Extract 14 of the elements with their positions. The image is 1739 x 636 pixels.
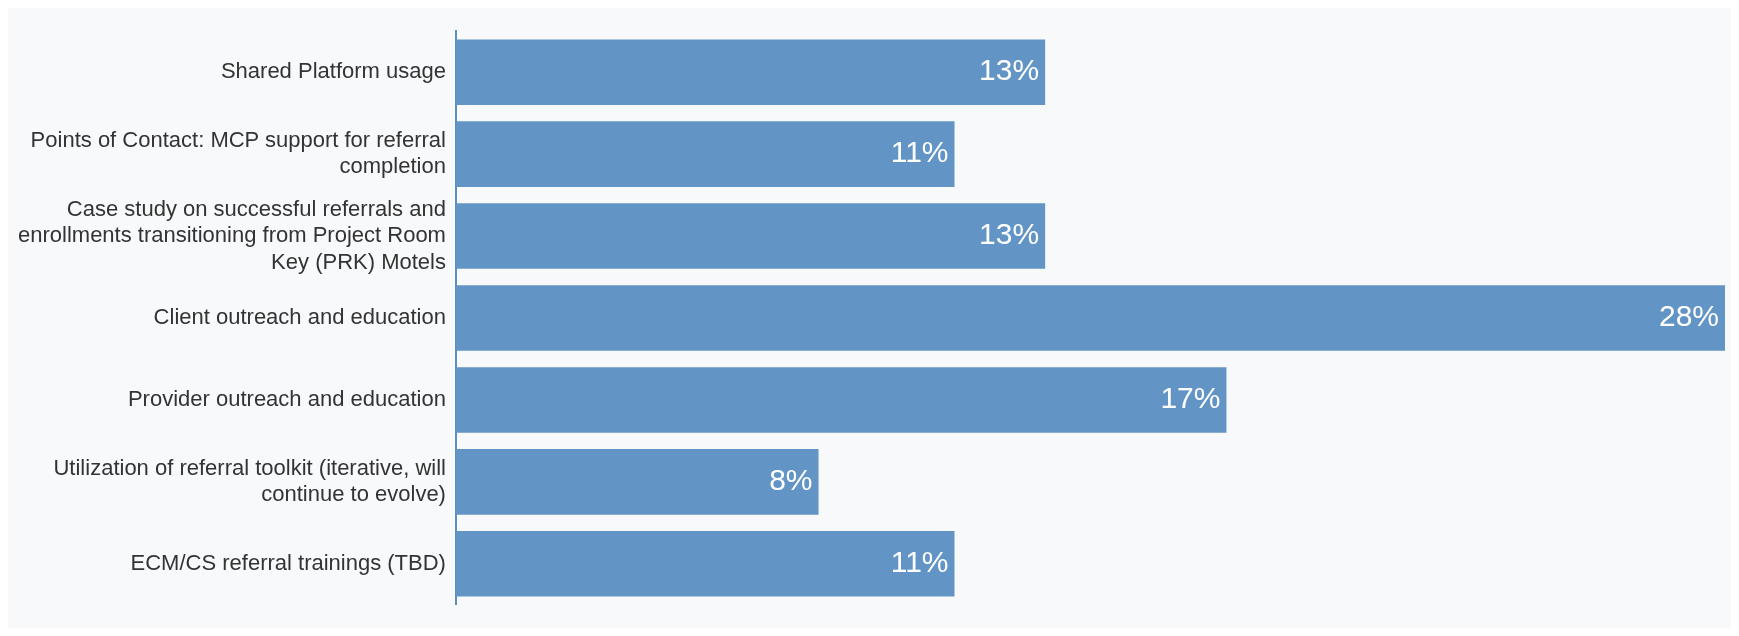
data-label: 11% [890,135,949,169]
data-label: 11% [890,545,949,579]
y-tick-label: Points of Contact: MCP support for referral completion [30,126,446,179]
y-tick-label: Shared Platform usage [220,58,446,84]
y-tick-label: ECM/CS referral trainings (TBD) [130,549,446,575]
data-label: 28% [1658,299,1719,333]
data-label: 13% [979,217,1040,251]
data-label: 17% [1160,381,1221,415]
data-label: 8% [769,463,813,497]
y-tick-label: Case study on successful referrals and enrollments transitioning from Project Room Key (PRK) Motels [17,195,446,274]
y-tick-label: Utilization of referral toolkit (iterative, will continue to evolve) [53,454,446,507]
data-label: 13% [979,53,1040,87]
y-tick-label: Client outreach and education [153,304,446,330]
y-tick-label: Provider outreach and education [127,386,446,412]
